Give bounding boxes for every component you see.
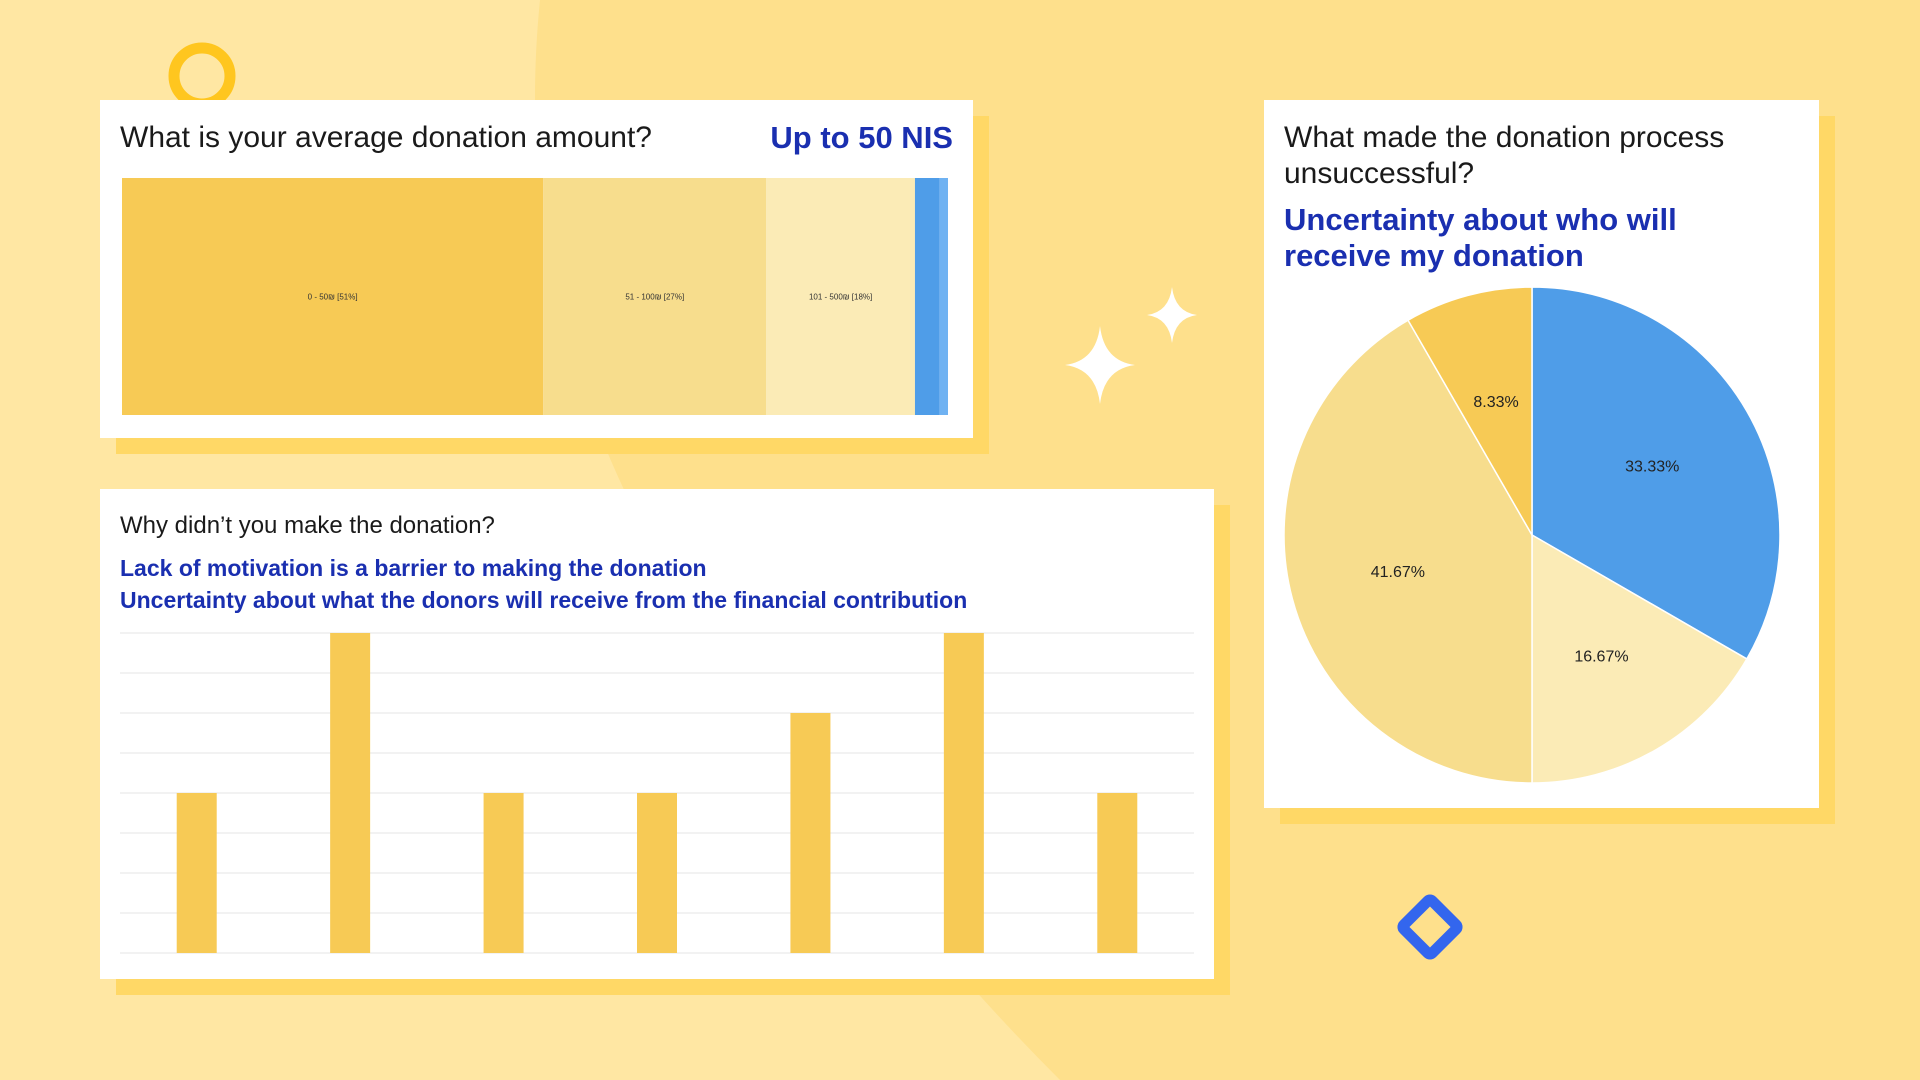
pie-slice-3	[1407, 286, 1533, 538]
donation-amount-card: What is your average donation amount? Up…	[100, 100, 973, 438]
treemap-label-0: 0 - 50₪ [51%]	[308, 293, 358, 302]
diamond-icon	[1397, 894, 1463, 960]
pie-label-2: 41.67%	[1371, 564, 1425, 581]
reasons-card: Why didn’t you make the donation? Lack o…	[100, 489, 1214, 979]
pie-label-3: 8.33%	[1473, 394, 1518, 411]
pie-slice-1	[1531, 533, 1748, 784]
pie-label-1: 16.67%	[1574, 648, 1628, 665]
card2-answer-1: Lack of motivation is a barrier to makin…	[120, 555, 707, 581]
donation-amount-chart: 0 - 50₪ [51%] 51 - 100₪ [27%] 101 - 500₪ […	[122, 178, 948, 415]
bar-5	[943, 633, 984, 953]
pie-slice-2	[1283, 319, 1533, 784]
pie-label-0: 33.33%	[1625, 459, 1679, 476]
card2-question: Why didn’t you make the donation?	[120, 512, 495, 539]
sparkle-icon-small	[1147, 287, 1197, 343]
bar-1	[330, 633, 371, 953]
unsuccessful-card: What made the donation process unsuccess…	[1264, 100, 1819, 808]
bar-0	[176, 793, 217, 953]
card3-answer-line1: Uncertainty about who will	[1284, 202, 1677, 237]
treemap-segment-1	[543, 178, 767, 415]
bar-4	[790, 713, 831, 953]
pie-slice-0	[1531, 286, 1781, 660]
treemap-segment-3	[914, 178, 940, 415]
bar-3	[637, 793, 677, 953]
card1-question: What is your average donation amount?	[120, 121, 652, 154]
treemap-segment-4	[939, 178, 948, 415]
bar-2	[483, 793, 524, 953]
card3-answer-line2: receive my donation	[1284, 238, 1584, 273]
card2-answer-2: Uncertainty about what the donors will r…	[120, 587, 968, 613]
card3-question-line2: unsuccessful?	[1284, 157, 1475, 190]
sparkle-icon-large	[1065, 326, 1135, 404]
treemap-segment-2	[766, 178, 915, 415]
treemap-segment-0	[122, 178, 544, 415]
bar-6	[1097, 793, 1138, 953]
card1-answer: Up to 50 NIS	[770, 120, 953, 155]
reasons-bar-chart	[120, 632, 1194, 954]
treemap-label-1: 51 - 100₪ [27%]	[625, 293, 684, 302]
treemap-label-2: 101 - 500₪ [18%]	[809, 293, 872, 302]
card3-question-line1: What made the donation process	[1284, 121, 1725, 154]
unsuccessful-pie-chart: 33.33% 16.67% 41.67% 8.33%	[1283, 286, 1781, 784]
